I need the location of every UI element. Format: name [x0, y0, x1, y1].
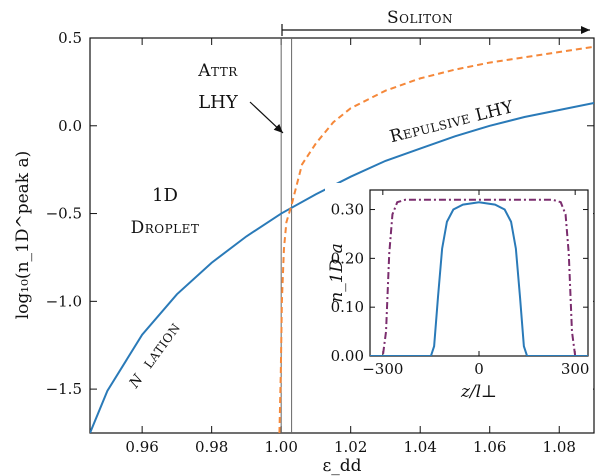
main-x-tick-label: 0.98 [195, 438, 228, 456]
main-x-tick-label: 0.96 [125, 438, 158, 456]
attr-lhy-label-line1: Attr [197, 61, 238, 81]
soliton-label: Soliton [387, 8, 453, 28]
inset-y-tick-label: 0.10 [331, 298, 364, 316]
main-x-ticks: 0.96 0.98 1.00 1.02 1.04 1.06 1.08 [125, 38, 576, 456]
inset-x-tick-label: 0 [474, 360, 484, 378]
inset-series-group [370, 198, 588, 356]
inset-y-tick-label: 0.30 [331, 201, 364, 219]
droplet-label-line2: Droplet [131, 218, 200, 238]
inset-series-line-dashdot [370, 198, 588, 356]
lation-label-text: lation [138, 318, 185, 372]
inset-x-tick-label: 300 [561, 360, 590, 378]
main-x-tick-label: 1.06 [473, 438, 506, 456]
attr-lhy-label-line2: LHY [198, 92, 239, 113]
phase-boundary-lines [280, 38, 293, 433]
repulsive-lhy-label: Repulsive LHY [388, 97, 516, 147]
main-x-tick-label: 1.02 [334, 438, 367, 456]
lation-label-prefix: N [126, 371, 147, 392]
main-y-tick-label: −0.5 [46, 205, 82, 223]
main-y-tick-label: 0.0 [58, 117, 82, 135]
main-y-axis-label: log₁₀(n_1D^peak a) [13, 151, 33, 320]
inset-x-tick-label: −300 [362, 360, 403, 378]
main-y-tick-label: −1.5 [46, 380, 82, 398]
inset-x-ticks: −300 0 300 [362, 190, 589, 378]
main-x-tick-label: 1.04 [404, 438, 437, 456]
droplet-label-line1: 1D [152, 185, 178, 206]
main-x-tick-label: 1.08 [543, 438, 576, 456]
main-y-tick-label: 0.5 [58, 29, 82, 47]
main-y-ticks: 0.5 0.0 −0.5 −1.0 −1.5 [46, 29, 594, 398]
main-x-tick-label: 1.00 [264, 438, 297, 456]
inset-y-tick-label: 0.00 [331, 347, 364, 365]
inset-series-line-solid [370, 201, 588, 356]
main-x-axis-label: ε_dd [322, 456, 361, 476]
main-plot-frame [89, 37, 595, 434]
main-series-line-dashed [278, 45, 594, 433]
inset-y-ticks: 0.30 0.20 0.10 0.00 [331, 201, 588, 365]
inset-x-axis-label: z/l⊥ [460, 382, 497, 402]
main-y-tick-label: −1.0 [46, 292, 82, 310]
inset-y-tick-label: 0.20 [331, 249, 364, 267]
inset-y-axis-label: n_1D a [327, 243, 347, 302]
attr-lhy-arrow [249, 101, 284, 134]
lation-label: N lation [126, 318, 185, 392]
